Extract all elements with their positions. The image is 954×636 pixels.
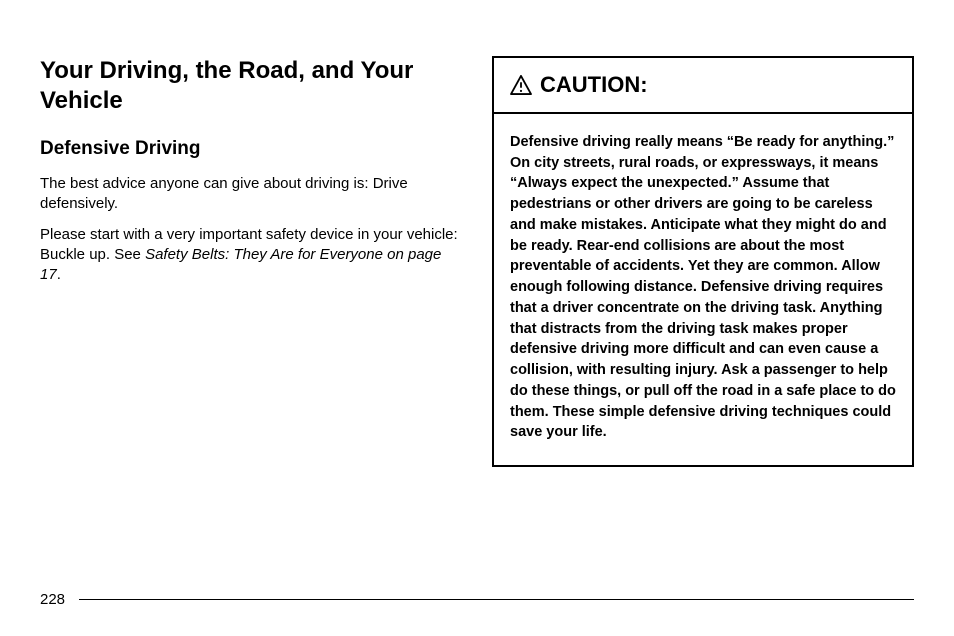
paragraph-2-text-b: . bbox=[57, 266, 61, 283]
right-column: CAUTION: Defensive driving really means … bbox=[492, 56, 914, 467]
caution-box: CAUTION: Defensive driving really means … bbox=[492, 56, 914, 467]
paragraph-1: The best advice anyone can give about dr… bbox=[40, 174, 462, 215]
paragraph-2: Please start with a very important safet… bbox=[40, 225, 462, 286]
page-content: Your Driving, the Road, and Your Vehicle… bbox=[0, 0, 954, 467]
sub-heading: Defensive Driving bbox=[40, 138, 462, 160]
left-column: Your Driving, the Road, and Your Vehicle… bbox=[40, 56, 472, 467]
page-footer: 228 bbox=[40, 591, 914, 608]
main-heading: Your Driving, the Road, and Your Vehicle bbox=[40, 56, 462, 116]
footer-rule bbox=[79, 599, 914, 600]
caution-title: CAUTION: bbox=[540, 72, 648, 98]
page-number: 228 bbox=[40, 591, 65, 608]
caution-header: CAUTION: bbox=[494, 58, 912, 114]
caution-body: Defensive driving really means “Be ready… bbox=[494, 114, 912, 465]
warning-triangle-icon bbox=[510, 75, 532, 95]
